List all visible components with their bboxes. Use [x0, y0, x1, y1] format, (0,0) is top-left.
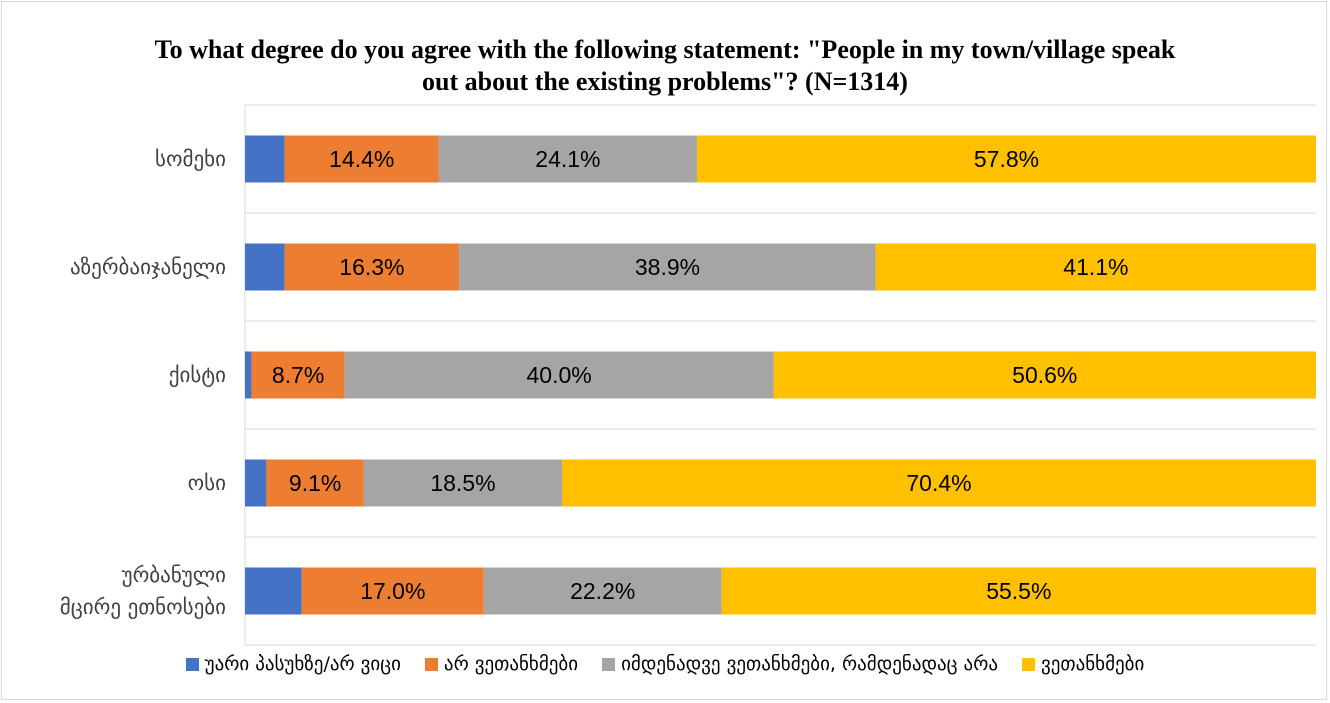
category-label-line: ურბანული: [121, 563, 226, 587]
category-label: ურბანული მცირე ეთნოსები: [0, 559, 226, 623]
bar-segment: [562, 459, 1316, 507]
bar-segment: [875, 243, 1316, 291]
category-label-line: აზერბაიჯანელი: [69, 255, 226, 279]
legend-swatch: [602, 657, 616, 671]
legend-item: ვეთანხმები: [1021, 653, 1145, 675]
bar-segment: [245, 351, 252, 399]
data-label: 41.1%: [1063, 254, 1128, 280]
legend-item: უარი პასუხზე/არ ვიცი: [185, 653, 401, 675]
legend: უარი პასუხზე/არ ვიცი არ ვეთანხმები იმდენად…: [0, 653, 1330, 675]
bar-segment: [245, 135, 285, 183]
bar-segment: [721, 567, 1316, 615]
legend-label: ვეთანხმები: [1040, 653, 1145, 675]
data-label: 50.6%: [1012, 362, 1077, 388]
category-label-line: ოსი: [187, 471, 226, 495]
data-label: 55.5%: [986, 578, 1051, 604]
data-label: 57.8%: [974, 146, 1039, 172]
legend-swatch: [1021, 657, 1035, 671]
category-label: ქისტი: [0, 359, 226, 391]
category-label: აზერბაიჯანელი: [0, 251, 226, 283]
bar-segment: [245, 243, 285, 291]
legend-label: უარი პასუხზე/არ ვიცი: [204, 653, 401, 675]
data-label: 70.4%: [906, 470, 971, 496]
data-label: 24.1%: [535, 146, 600, 172]
bar-segment: [266, 459, 364, 507]
legend-label: არ ვეთანხმები: [443, 653, 579, 675]
data-label: 18.5%: [430, 470, 495, 496]
legend-item: იმდენადვე ვეთანხმები, რამდენადაც არა: [602, 653, 998, 675]
data-label: 17.0%: [360, 578, 425, 604]
data-label: 38.9%: [635, 254, 700, 280]
data-label: 8.7%: [272, 362, 324, 388]
bar-segment: [284, 243, 460, 291]
data-label: 9.1%: [289, 470, 341, 496]
data-label: 40.0%: [527, 362, 592, 388]
category-label: სომეხი: [0, 143, 226, 175]
category-label-line: სომეხი: [155, 147, 226, 171]
bar-segment: [696, 135, 1316, 183]
bar-segment: [344, 351, 774, 399]
bar-segment: [301, 567, 484, 615]
data-label: 22.2%: [570, 578, 635, 604]
bar-segment: [483, 567, 722, 615]
bar-segment: [773, 351, 1316, 399]
legend-swatch: [424, 657, 438, 671]
data-label: 16.3%: [339, 254, 404, 280]
category-label-line: მცირე ეთნოსები: [59, 595, 226, 619]
category-label: ოსი: [0, 467, 226, 499]
legend-label: იმდენადვე ვეთანხმები, რამდენადაც არა: [621, 653, 998, 675]
bar-segment: [245, 459, 267, 507]
bar-segment: [363, 459, 563, 507]
bar-segment: [284, 135, 439, 183]
bar-segment: [459, 243, 876, 291]
bar-segment: [438, 135, 697, 183]
category-label-line: ქისტი: [168, 363, 226, 387]
legend-item: არ ვეთანხმები: [424, 653, 579, 675]
legend-swatch: [185, 657, 199, 671]
chart-title: To what degree do you agree with the fol…: [154, 35, 1176, 96]
bar-segment: [251, 351, 345, 399]
bar-segment: [245, 567, 302, 615]
data-label: 14.4%: [329, 146, 394, 172]
